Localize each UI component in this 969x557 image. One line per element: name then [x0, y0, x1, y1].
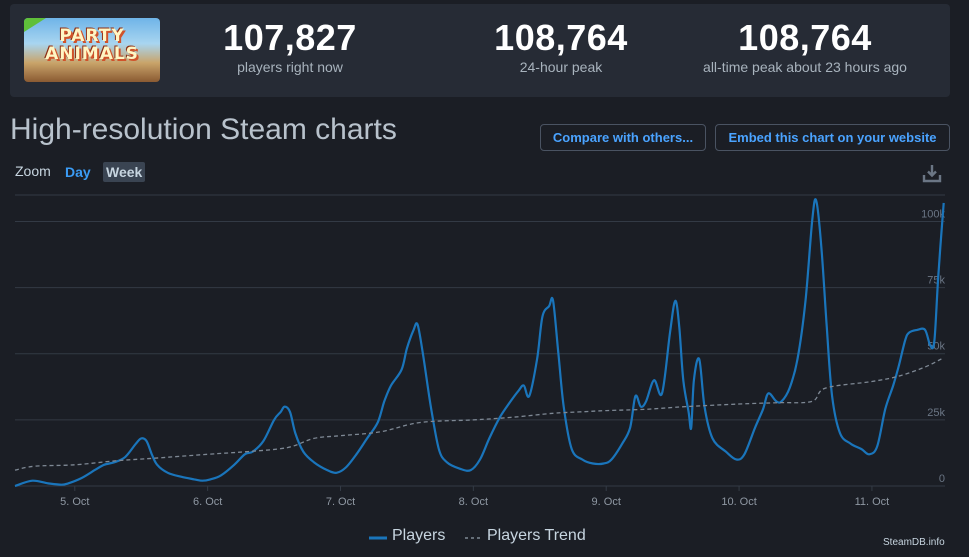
x-tick-label: 9. Oct — [592, 496, 621, 508]
legend-players[interactable]: Players — [392, 527, 446, 544]
y-tick-label: 100k — [921, 208, 945, 220]
stat-all-time-peak: 108,764 all-time peak about 23 hours ago — [680, 18, 930, 76]
y-tick-label: 25k — [927, 407, 945, 419]
x-tick-label: 11. Oct — [855, 496, 890, 508]
stat-label: 24-hour peak — [519, 59, 603, 75]
compare-button[interactable]: Compare with others... — [540, 124, 706, 151]
legend-players-swatch — [369, 536, 387, 540]
thumbnail-logo-text: PARTY ANIMALS — [45, 26, 139, 64]
x-tick-label: 5. Oct — [60, 496, 89, 508]
stat-label: all-time peak about 23 hours ago — [703, 59, 907, 75]
x-tick-label: 6. Oct — [193, 496, 222, 508]
legend-trend-swatch — [465, 537, 483, 539]
y-tick-label: 0 — [939, 473, 945, 485]
stat-label: players right now — [237, 59, 343, 75]
stat-value: 108,764 — [738, 17, 872, 58]
stat-24h-peak: 108,764 24-hour peak — [446, 18, 676, 76]
x-tick-label: 10. Oct — [721, 496, 756, 508]
player-chart[interactable]: 0 25k 50k 75k 100k 5. Oct 6. Oct 7. Oct 8. Oct 9.… — [0, 190, 969, 510]
y-tick-label: 50k — [927, 341, 945, 353]
page-title: High-resolution Steam charts — [10, 113, 397, 146]
y-tick-label: 75k — [927, 275, 945, 287]
stat-players-now: 107,827 players right now — [196, 18, 384, 76]
download-icon[interactable] — [921, 162, 943, 184]
series-players-line — [14, 198, 945, 488]
legend-players-trend[interactable]: Players Trend — [487, 527, 586, 544]
series-players-trend-line — [14, 357, 944, 471]
zoom-day-button[interactable]: Day — [65, 164, 91, 180]
stat-value: 107,827 — [223, 17, 357, 58]
stat-value: 108,764 — [494, 17, 628, 58]
credit-text: SteamDB.info — [883, 537, 945, 548]
zoom-week-button[interactable]: Week — [103, 162, 146, 182]
embed-chart-button[interactable]: Embed this chart on your website — [715, 124, 950, 151]
game-thumbnail[interactable]: PARTY ANIMALS — [24, 18, 160, 82]
stats-bar: PARTY ANIMALS 107,827 players right now … — [10, 4, 950, 97]
x-tick-label: 8. Oct — [459, 496, 488, 508]
x-tick-label: 7. Oct — [326, 496, 355, 508]
zoom-label: Zoom — [15, 163, 51, 179]
